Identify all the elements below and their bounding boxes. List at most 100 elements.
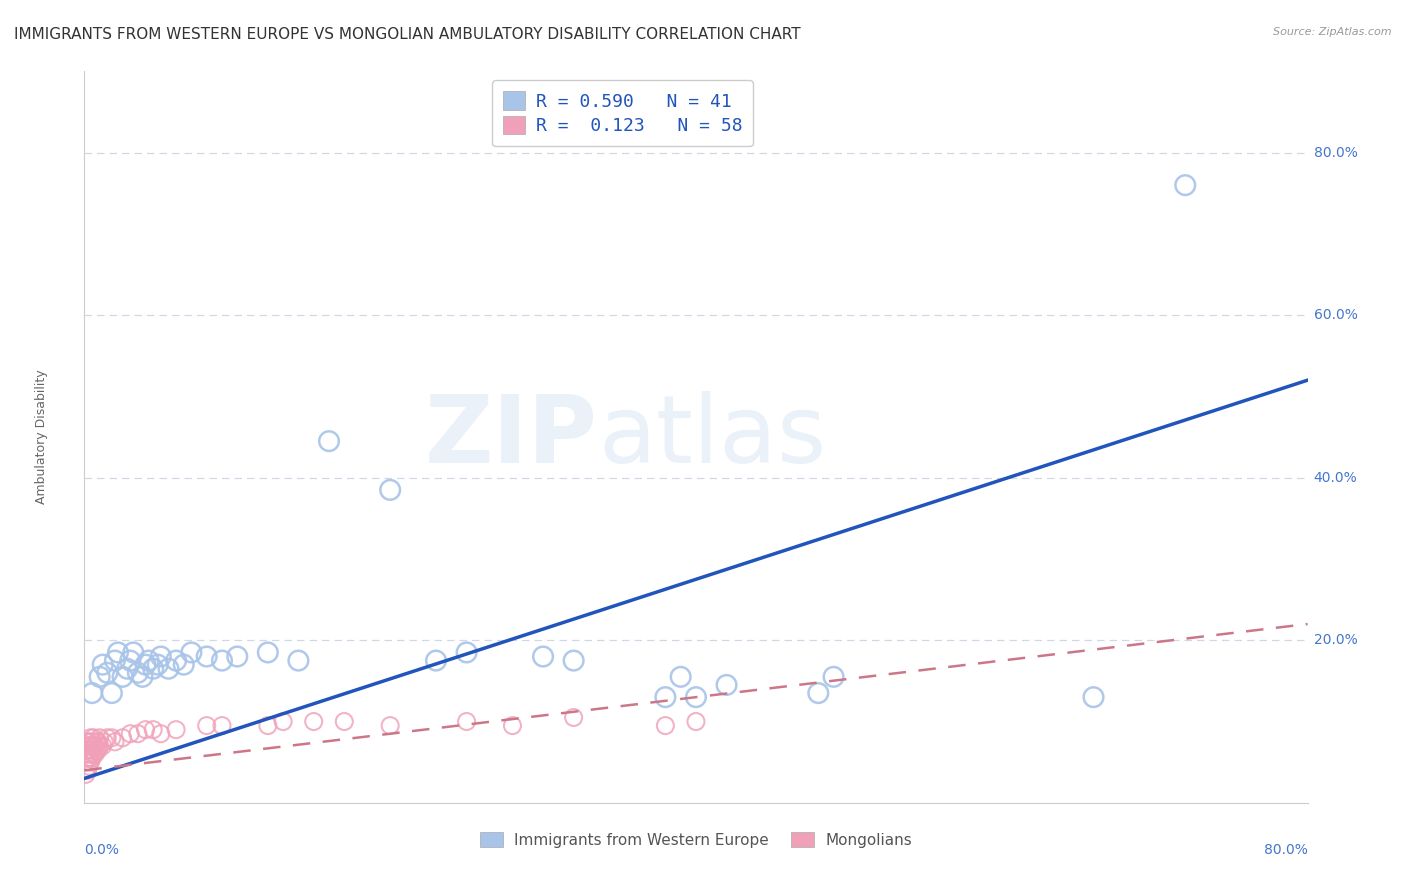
- Point: [333, 714, 356, 729]
- Point: [456, 714, 478, 729]
- Point: [135, 723, 157, 737]
- Point: [195, 718, 218, 732]
- Point: [84, 747, 107, 761]
- Point: [146, 657, 169, 672]
- Point: [180, 645, 202, 659]
- Point: [149, 727, 172, 741]
- Point: [75, 755, 97, 769]
- Point: [142, 723, 165, 737]
- Point: [87, 743, 110, 757]
- Point: [165, 723, 187, 737]
- Point: [79, 739, 101, 753]
- Point: [165, 654, 187, 668]
- Point: [257, 645, 280, 659]
- Point: [138, 654, 160, 668]
- Point: [76, 743, 98, 757]
- Text: 0.0%: 0.0%: [84, 843, 120, 857]
- Point: [131, 670, 153, 684]
- Point: [685, 714, 707, 729]
- Point: [1174, 178, 1197, 193]
- Point: [122, 645, 145, 659]
- Point: [87, 735, 110, 749]
- Text: 60.0%: 60.0%: [1313, 308, 1358, 322]
- Point: [562, 710, 585, 724]
- Point: [271, 714, 294, 729]
- Point: [456, 645, 478, 659]
- Point: [77, 735, 100, 749]
- Point: [531, 649, 554, 664]
- Point: [654, 718, 676, 732]
- Point: [76, 743, 98, 757]
- Point: [211, 718, 233, 732]
- Point: [115, 662, 138, 676]
- Point: [380, 718, 402, 732]
- Point: [302, 714, 325, 729]
- Point: [83, 739, 105, 753]
- Point: [716, 678, 738, 692]
- Point: [76, 751, 98, 765]
- Point: [75, 739, 97, 753]
- Point: [211, 654, 233, 668]
- Point: [86, 743, 108, 757]
- Point: [318, 434, 340, 449]
- Point: [77, 747, 100, 761]
- Point: [104, 735, 127, 749]
- Point: [76, 735, 98, 749]
- Point: [425, 654, 447, 668]
- Point: [562, 654, 585, 668]
- Point: [83, 731, 105, 745]
- Point: [89, 739, 111, 753]
- Text: IMMIGRANTS FROM WESTERN EUROPE VS MONGOLIAN AMBULATORY DISABILITY CORRELATION CH: IMMIGRANTS FROM WESTERN EUROPE VS MONGOL…: [14, 27, 800, 42]
- Point: [79, 747, 101, 761]
- Point: [84, 739, 107, 753]
- Legend: Immigrants from Western Europe, Mongolians: Immigrants from Western Europe, Mongolia…: [474, 825, 918, 854]
- Text: Source: ZipAtlas.com: Source: ZipAtlas.com: [1274, 27, 1392, 37]
- Point: [127, 727, 149, 741]
- Point: [654, 690, 676, 705]
- Text: 80.0%: 80.0%: [1264, 843, 1308, 857]
- Point: [80, 735, 103, 749]
- Point: [142, 662, 165, 676]
- Point: [502, 718, 524, 732]
- Point: [685, 690, 707, 705]
- Point: [120, 654, 142, 668]
- Text: atlas: atlas: [598, 391, 827, 483]
- Point: [77, 743, 100, 757]
- Point: [80, 751, 103, 765]
- Point: [89, 731, 111, 745]
- Point: [89, 670, 111, 684]
- Point: [149, 649, 172, 664]
- Point: [76, 764, 98, 778]
- Point: [91, 739, 114, 753]
- Point: [135, 657, 157, 672]
- Text: ZIP: ZIP: [425, 391, 598, 483]
- Point: [807, 686, 830, 700]
- Point: [80, 686, 103, 700]
- Point: [173, 657, 195, 672]
- Point: [380, 483, 402, 497]
- Point: [76, 751, 98, 765]
- Point: [86, 735, 108, 749]
- Point: [79, 731, 101, 745]
- Point: [111, 731, 134, 745]
- Point: [101, 731, 124, 745]
- Point: [79, 755, 101, 769]
- Point: [127, 665, 149, 680]
- Point: [287, 654, 309, 668]
- Point: [107, 645, 129, 659]
- Point: [257, 718, 280, 732]
- Point: [823, 670, 845, 684]
- Point: [101, 686, 124, 700]
- Point: [96, 665, 118, 680]
- Point: [75, 767, 97, 781]
- Point: [93, 735, 115, 749]
- Point: [669, 670, 692, 684]
- Text: 20.0%: 20.0%: [1313, 633, 1357, 648]
- Point: [77, 751, 100, 765]
- Point: [120, 727, 142, 741]
- Point: [83, 747, 105, 761]
- Text: Ambulatory Disability: Ambulatory Disability: [35, 370, 48, 504]
- Point: [77, 739, 100, 753]
- Point: [1083, 690, 1105, 705]
- Point: [75, 747, 97, 761]
